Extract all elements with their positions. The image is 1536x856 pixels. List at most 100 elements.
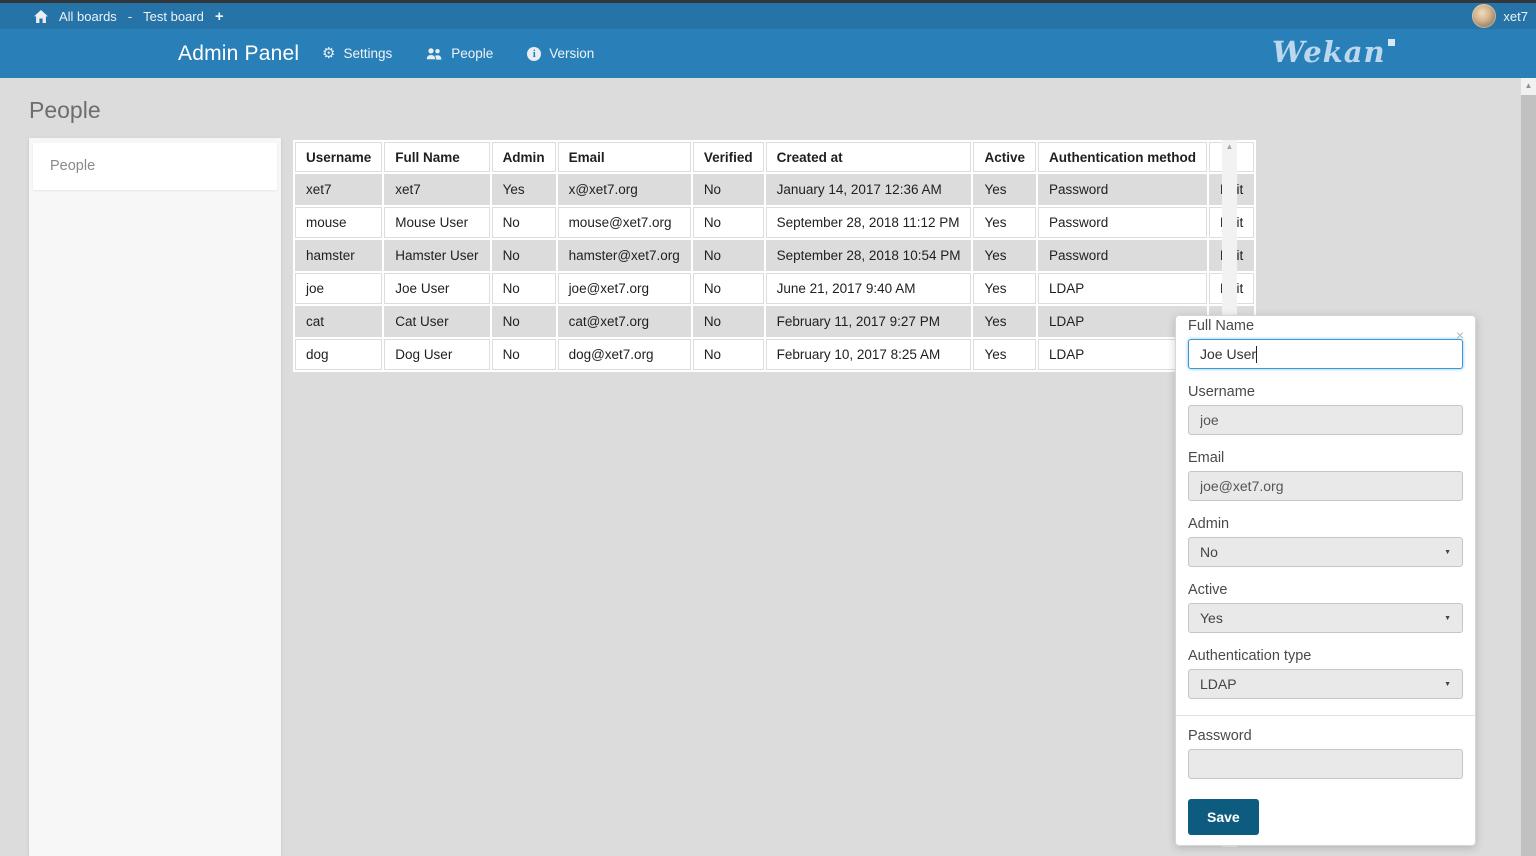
- table-cell-created_at: February 10, 2017 8:25 AM: [765, 339, 972, 370]
- table-cell-username: hamster: [295, 240, 383, 271]
- table-cell-email: joe@xet7.org: [557, 273, 691, 304]
- people-table: Username Full Name Admin Email Verified Creat…: [293, 140, 1257, 372]
- active-select-value: Yes: [1200, 610, 1223, 626]
- table-cell-verified: No: [692, 339, 764, 370]
- table-cell-verified: No: [692, 306, 764, 337]
- table-header-row: Username Full Name Admin Email Verified Creat…: [295, 142, 1255, 172]
- people-table-head: Username Full Name Admin Email Verified Creat…: [295, 142, 1255, 172]
- table-row: hamster Hamster User No hamster@xet7.org No S…: [295, 240, 1255, 271]
- table-cell-admin: Yes: [491, 174, 556, 205]
- active-select[interactable]: Yes ▼: [1188, 603, 1463, 633]
- breadcrumb: All boards - Test board +: [0, 9, 224, 24]
- username-label: xet7: [1503, 8, 1528, 24]
- save-button[interactable]: Save: [1188, 799, 1259, 835]
- wekan-logo-square: [1387, 39, 1395, 46]
- admin-nav: ⚙ Settings People i: [322, 29, 594, 78]
- wekan-logo-text: Wekan: [1272, 35, 1386, 69]
- table-cell-email: mouse@xet7.org: [557, 207, 691, 238]
- password-input[interactable]: [1188, 749, 1463, 779]
- table-cell-active: Yes: [973, 240, 1036, 271]
- email-input[interactable]: [1188, 471, 1463, 501]
- full-name-input[interactable]: [1188, 339, 1463, 369]
- add-board-icon[interactable]: +: [214, 7, 224, 25]
- password-label: Password: [1188, 728, 1252, 744]
- nav-settings[interactable]: ⚙ Settings: [322, 46, 392, 61]
- auth-type-select-value: LDAP: [1200, 676, 1237, 692]
- table-cell-email: cat@xet7.org: [557, 306, 691, 337]
- nav-people[interactable]: People: [426, 46, 493, 61]
- window-top-edge: [0, 0, 1536, 3]
- table-cell-full_name: Joe User: [384, 273, 490, 304]
- table-cell-username: xet7: [295, 174, 383, 205]
- table-cell-created_at: January 14, 2017 12:36 AM: [765, 174, 972, 205]
- table-cell-auth_method: Password: [1038, 174, 1207, 205]
- table-cell-auth_method: LDAP: [1038, 273, 1207, 304]
- table-row: joe Joe User No joe@xet7.org No June 21, 2017…: [295, 273, 1255, 304]
- breadcrumb-board[interactable]: Test board: [143, 8, 204, 24]
- full-name-label: Full Name: [1188, 318, 1255, 334]
- scroll-up-arrow-icon[interactable]: ▲: [1225, 142, 1234, 151]
- admin-header: Admin Panel ⚙ Settings P: [0, 29, 1536, 78]
- close-icon[interactable]: ×: [1455, 327, 1464, 343]
- table-cell-auth_method: Password: [1038, 207, 1207, 238]
- table-cell-auth_method: Password: [1038, 240, 1207, 271]
- people-icon: [426, 47, 443, 60]
- table-header-admin: Admin: [491, 142, 556, 172]
- table-cell-username: mouse: [295, 207, 383, 238]
- table-cell-username: cat: [295, 306, 383, 337]
- sidebar: People: [29, 138, 281, 856]
- table-header-created_at: Created at: [765, 142, 972, 172]
- nav-version-label: Version: [549, 46, 595, 61]
- table-cell-created_at: September 28, 2018 10:54 PM: [765, 240, 972, 271]
- nav-settings-label: Settings: [343, 46, 393, 61]
- username-input[interactable]: [1188, 405, 1463, 435]
- table-row: mouse Mouse User No mouse@xet7.org No Septemb…: [295, 207, 1255, 238]
- table-cell-admin: No: [491, 339, 556, 370]
- table-cell-verified: No: [692, 240, 764, 271]
- home-icon[interactable]: [34, 9, 48, 23]
- username-label: Username: [1188, 384, 1255, 400]
- breadcrumb-separator: -: [127, 8, 133, 24]
- table-cell-full_name: Mouse User: [384, 207, 490, 238]
- sidebar-item-people[interactable]: People: [33, 143, 277, 190]
- admin-select[interactable]: No ▼: [1188, 537, 1463, 567]
- topbar-user[interactable]: xet7: [1472, 3, 1528, 29]
- auth-type-select[interactable]: LDAP ▼: [1188, 669, 1463, 699]
- table-header-auth_method: Authentication method: [1038, 142, 1207, 172]
- wekan-logo: Wekan: [1272, 35, 1395, 69]
- people-table-body: xet7 xet7 Yes x@xet7.org No January 14, 2017 …: [295, 174, 1255, 370]
- table-header-active: Active: [973, 142, 1036, 172]
- edit-user-popup: × Full Name Username Email Admin No ▼ Ac…: [1175, 315, 1476, 846]
- chevron-down-icon: ▼: [1444, 680, 1451, 688]
- table-cell-email: hamster@xet7.org: [557, 240, 691, 271]
- table-cell-verified: No: [692, 207, 764, 238]
- table-cell-admin: No: [491, 306, 556, 337]
- table-cell-created_at: September 28, 2018 11:12 PM: [765, 207, 972, 238]
- admin-panel-title: Admin Panel: [178, 42, 300, 65]
- table-cell-active: Yes: [973, 339, 1036, 370]
- page-scrollbar[interactable]: ▲: [1521, 78, 1536, 856]
- table-cell-active: Yes: [973, 306, 1036, 337]
- table-cell-username: dog: [295, 339, 383, 370]
- table-cell-admin: No: [491, 240, 556, 271]
- topbar: All boards - Test board + xet7: [0, 3, 1536, 29]
- table-cell-admin: No: [491, 207, 556, 238]
- table-cell-active: Yes: [973, 273, 1036, 304]
- scroll-up-arrow-icon[interactable]: ▲: [1524, 81, 1533, 90]
- table-cell-verified: No: [692, 273, 764, 304]
- user-avatar[interactable]: [1472, 4, 1497, 28]
- table-cell-full_name: Dog User: [384, 339, 490, 370]
- form-divider: [1176, 715, 1475, 716]
- page-title: People: [29, 97, 101, 123]
- table-row: dog Dog User No dog@xet7.org No February 10, …: [295, 339, 1255, 370]
- nav-version[interactable]: i Version: [527, 46, 594, 61]
- table-cell-admin: No: [491, 273, 556, 304]
- breadcrumb-all-boards[interactable]: All boards: [59, 8, 117, 24]
- chevron-down-icon: ▼: [1444, 548, 1451, 556]
- info-icon: i: [527, 46, 542, 61]
- scrollbar-thumb[interactable]: [1521, 95, 1536, 856]
- table-cell-email: dog@xet7.org: [557, 339, 691, 370]
- table-cell-full_name: Cat User: [384, 306, 490, 337]
- table-header-verified: Verified: [692, 142, 764, 172]
- nav-people-label: People: [451, 46, 494, 61]
